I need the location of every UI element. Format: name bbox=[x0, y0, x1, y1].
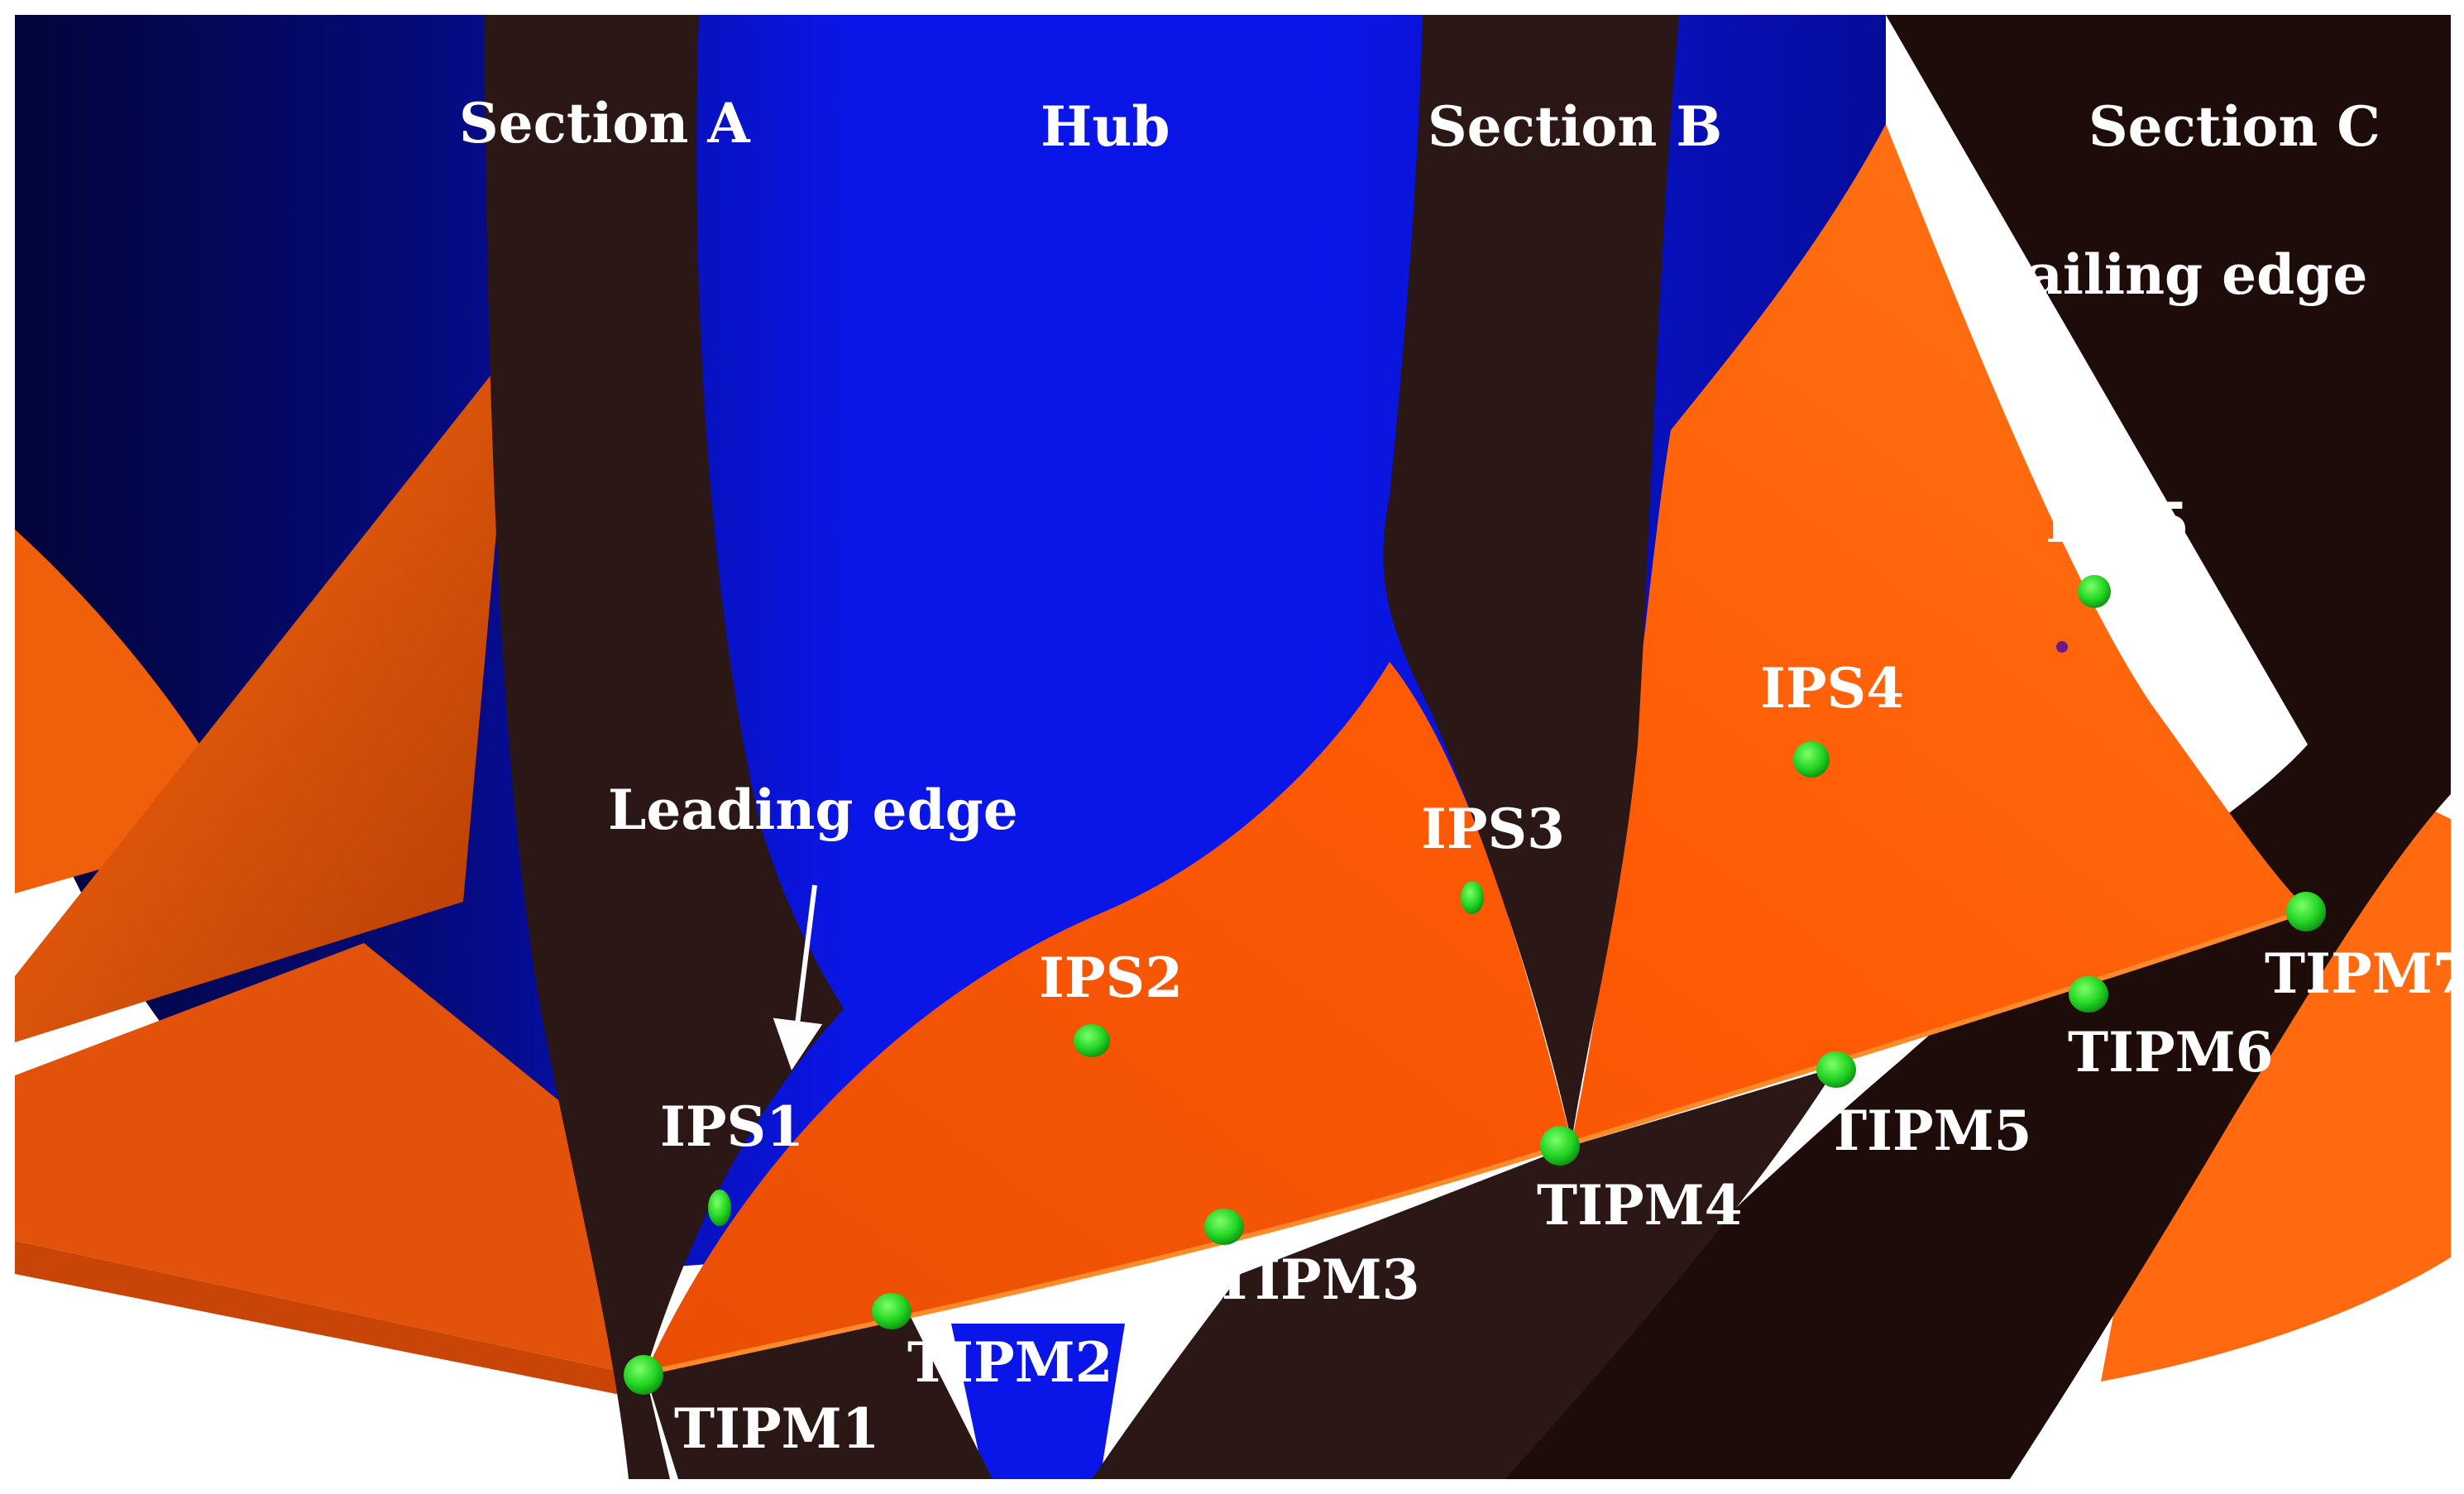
tipm7-label: TIPM7 bbox=[2265, 941, 2464, 1006]
left-blade-lower bbox=[15, 943, 629, 1373]
ips3-label: IPS3 bbox=[1421, 797, 1565, 861]
section-a-band bbox=[484, 15, 844, 1479]
trailing-edge-arrow bbox=[2031, 395, 2080, 463]
tipm3-marker bbox=[1204, 1209, 1244, 1245]
trailing-edge-label: Trailing edge bbox=[1962, 242, 2367, 307]
section-c-band bbox=[1464, 15, 2451, 1479]
section-b-label: Section B bbox=[1428, 94, 1722, 159]
tipm1-label: TIPM1 bbox=[674, 1396, 880, 1461]
hub-label: Hub bbox=[1041, 94, 1170, 159]
left-blade-edge bbox=[15, 1241, 637, 1398]
tipm3-label: TIPM3 bbox=[1214, 1247, 1420, 1312]
tipm5-marker bbox=[1816, 1051, 1856, 1088]
left-blade-mid bbox=[15, 347, 513, 1042]
right-blade-lobe bbox=[2101, 786, 2451, 1381]
leading-edge-label: Leading edge bbox=[608, 778, 1018, 842]
tipm2-marker bbox=[872, 1293, 911, 1329]
section-c-label: Section C bbox=[2088, 94, 2380, 159]
ips2-label: IPS2 bbox=[1039, 946, 1183, 1010]
tipm2-label: TIPM2 bbox=[907, 1330, 1113, 1395]
tipm4-marker bbox=[1540, 1126, 1580, 1166]
ips5-marker bbox=[2078, 575, 2111, 608]
tipm7-marker bbox=[2286, 892, 2326, 931]
tipm5-label: TIPM5 bbox=[1826, 1099, 2032, 1163]
section-b-band bbox=[1383, 15, 1679, 1142]
ips2-marker bbox=[1074, 1024, 1110, 1057]
ips3-marker bbox=[1461, 881, 1484, 914]
section-a-label: Section A bbox=[459, 91, 750, 156]
ips4-marker bbox=[1793, 741, 1830, 778]
ips1-marker bbox=[708, 1190, 731, 1226]
small-purple-dot bbox=[2056, 641, 2068, 653]
tipm6-marker bbox=[2069, 976, 2108, 1013]
ips5-label: IPS5 bbox=[2045, 491, 2189, 555]
leading-edge-arrow bbox=[773, 884, 823, 1070]
section-b-lower-band bbox=[1092, 1067, 1836, 1479]
tipm6-label: TIPM6 bbox=[2068, 1020, 2274, 1085]
ips1-label: IPS1 bbox=[660, 1094, 804, 1159]
hub-bottom bbox=[951, 1324, 1125, 1479]
ips4-label: IPS4 bbox=[1760, 656, 1904, 721]
tipm1-marker bbox=[624, 1355, 663, 1395]
monitor-points bbox=[624, 575, 2326, 1395]
main-blade bbox=[645, 124, 2308, 1373]
tipm4-label: TIPM4 bbox=[1537, 1173, 1743, 1238]
